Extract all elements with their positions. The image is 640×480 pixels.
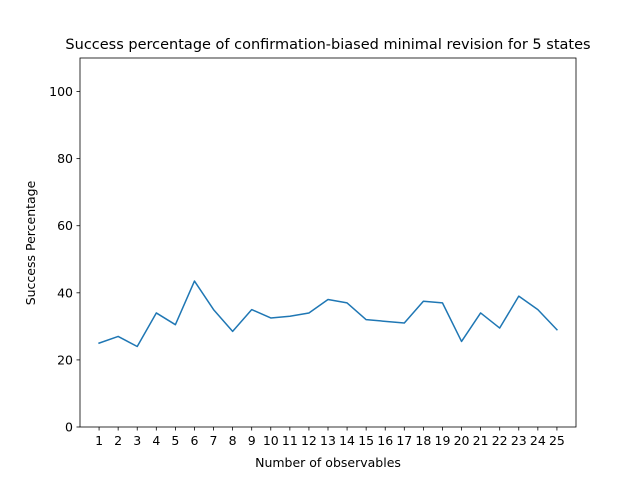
x-tick-label: 2 [114, 433, 122, 448]
x-tick-label: 23 [511, 433, 527, 448]
y-tick-label: 80 [57, 151, 73, 166]
y-tick-label: 20 [57, 352, 73, 367]
chart-title: Success percentage of confirmation-biase… [65, 37, 590, 53]
x-tick-label: 1 [95, 433, 103, 448]
x-tick-label: 16 [377, 433, 393, 448]
x-tick-label: 25 [549, 433, 565, 448]
x-tick-label: 5 [171, 433, 179, 448]
x-axis-label: Number of observables [255, 455, 401, 470]
x-tick-label: 7 [210, 433, 218, 448]
y-axis-label: Success Percentage [23, 180, 38, 305]
x-tick-label: 22 [492, 433, 508, 448]
x-tick-label: 6 [190, 433, 198, 448]
y-tick-label: 60 [57, 218, 73, 233]
x-tick-label: 15 [358, 433, 374, 448]
plot-frame [79, 57, 577, 428]
x-tick-label: 10 [263, 433, 279, 448]
x-tick-label: 13 [320, 433, 336, 448]
x-tick-label: 3 [133, 433, 141, 448]
x-tick-label: 8 [229, 433, 237, 448]
y-tick-label: 0 [65, 420, 73, 435]
series-line-1 [98, 280, 558, 348]
x-tick-label: 11 [282, 433, 298, 448]
x-tick-label: 18 [415, 433, 431, 448]
x-tick-label: 20 [454, 433, 470, 448]
x-tick-label: 24 [530, 433, 546, 448]
x-tick-label: 19 [435, 433, 451, 448]
x-tick-label: 17 [396, 433, 412, 448]
y-tick-label: 40 [57, 285, 73, 300]
x-tick-label: 14 [339, 433, 355, 448]
x-tick-label: 9 [248, 433, 256, 448]
y-tick-label: 100 [49, 84, 73, 99]
x-tick-label: 21 [473, 433, 489, 448]
x-tick-label: 4 [152, 433, 160, 448]
x-tick-label: 12 [301, 433, 317, 448]
